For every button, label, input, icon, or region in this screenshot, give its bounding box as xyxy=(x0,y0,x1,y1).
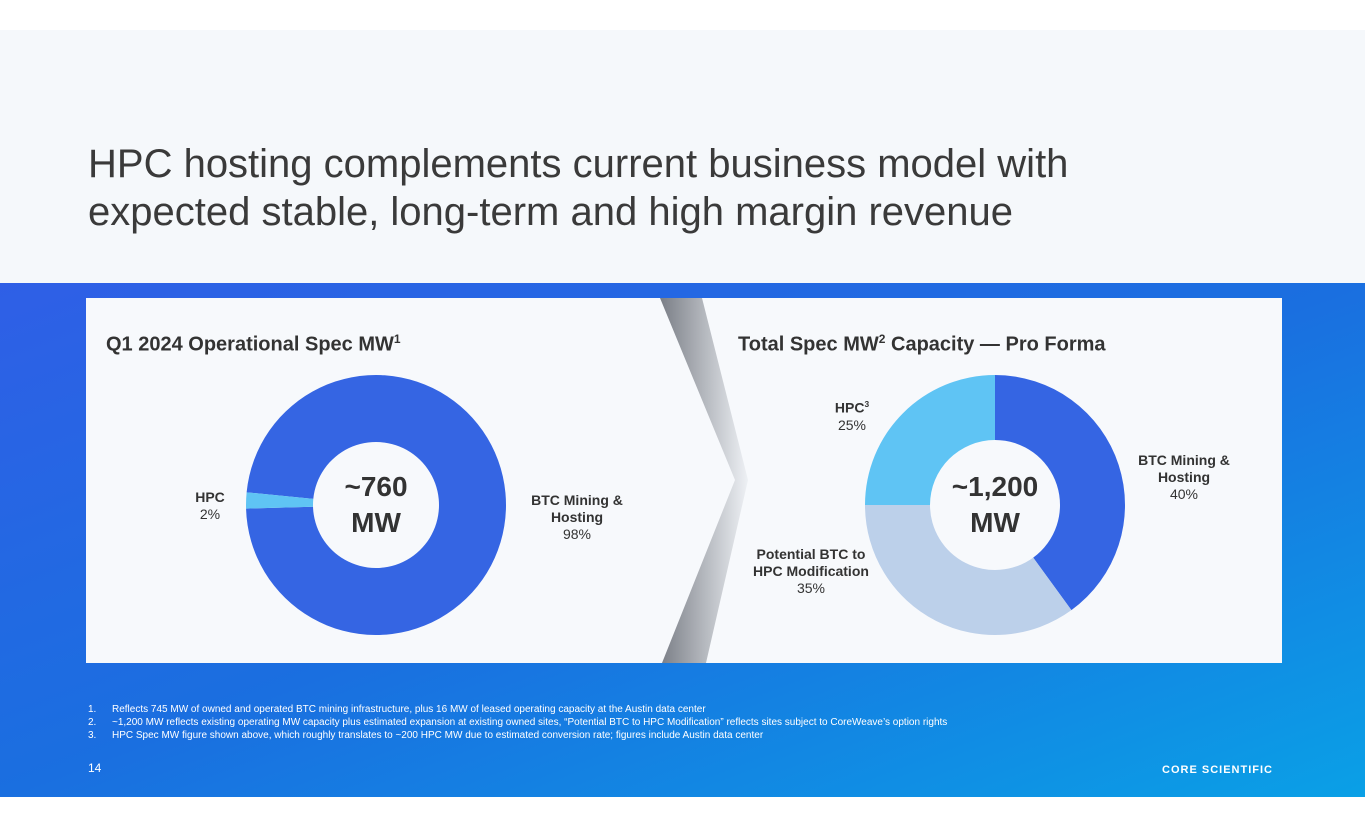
value-label: 40% xyxy=(1169,486,1199,502)
chart-title-text: Capacity — Pro Forma xyxy=(891,333,1106,356)
slice-label: BTC Mining & Hosting 98% xyxy=(522,492,632,543)
note: 2 xyxy=(878,332,886,346)
category: HPC xyxy=(180,489,240,506)
header-band xyxy=(0,30,1365,283)
slice xyxy=(865,375,995,505)
chart-title: Q1 2024 Operational Spec MW1 xyxy=(106,332,401,357)
category: BTC Mining & Hosting xyxy=(522,492,632,526)
category: Potential BTC to HPC Modification xyxy=(751,546,871,580)
fn-text: Reflects 745 MW of owned and operated BT… xyxy=(112,704,706,715)
chevron xyxy=(660,298,748,663)
fn-text: ~1,200 MW reflects existing operating MW… xyxy=(112,717,948,728)
chart-title-text: Q1 2024 Operational Spec MW xyxy=(106,333,394,356)
slice-label: HPC 2% xyxy=(180,489,240,523)
title: HPC hosting complements current business… xyxy=(88,140,1068,236)
slice xyxy=(995,375,1125,611)
logo: CORE SCIENTIFIC xyxy=(1162,764,1273,776)
page-number: 14 xyxy=(88,761,102,775)
center-line: MW xyxy=(970,507,1020,538)
title-line: HPC hosting complements current business… xyxy=(88,142,1069,186)
value-label: 35% xyxy=(796,580,826,596)
note: 1 xyxy=(393,332,401,346)
category-text: Potential BTC to HPC Modification xyxy=(753,546,869,579)
value-label: 25% xyxy=(837,416,867,433)
footnote: 2. ~1,200 MW reflects existing operating … xyxy=(88,717,947,728)
center-line: ~1,200 xyxy=(951,471,1039,502)
center-label: ~1,200 MW xyxy=(952,469,1038,541)
chart-title-text: Total Spec MW xyxy=(738,333,879,356)
footnote: 1. Reflects 745 MW of owned and operated … xyxy=(88,704,706,715)
value-label: 98% xyxy=(562,526,592,542)
slice xyxy=(246,492,314,509)
fn-number: 2. xyxy=(88,717,97,728)
category-text: BTC Mining & Hosting xyxy=(531,492,623,525)
center-line: MW xyxy=(351,507,401,538)
category: BTC Mining & Hosting xyxy=(1129,452,1239,486)
slice xyxy=(246,375,506,635)
center-label: ~760 MW xyxy=(344,469,407,541)
title-line: expected stable, long-term and high marg… xyxy=(88,190,1013,234)
category-text: HPC xyxy=(195,489,225,505)
note: 3 xyxy=(864,399,870,409)
chart-title: Total Spec MW2 Capacity — Pro Forma xyxy=(738,332,1106,357)
value-label: 2% xyxy=(199,506,221,522)
slice-label: HPC3 25% xyxy=(822,396,882,434)
slice xyxy=(865,505,1072,635)
footnote: 3. HPC Spec MW figure shown above, which … xyxy=(88,730,763,741)
fn-number: 3. xyxy=(88,730,97,741)
fn-text: HPC Spec MW figure shown above, which ro… xyxy=(112,730,764,741)
category-text: BTC Mining & Hosting xyxy=(1138,452,1230,485)
category: HPC3 xyxy=(822,396,882,417)
slice-label: BTC Mining & Hosting 40% xyxy=(1129,452,1239,503)
category-text: HPC xyxy=(834,399,865,416)
slice-label: Potential BTC to HPC Modification 35% xyxy=(751,546,871,597)
center-line: ~760 xyxy=(344,471,408,502)
fn-number: 1. xyxy=(88,704,97,715)
